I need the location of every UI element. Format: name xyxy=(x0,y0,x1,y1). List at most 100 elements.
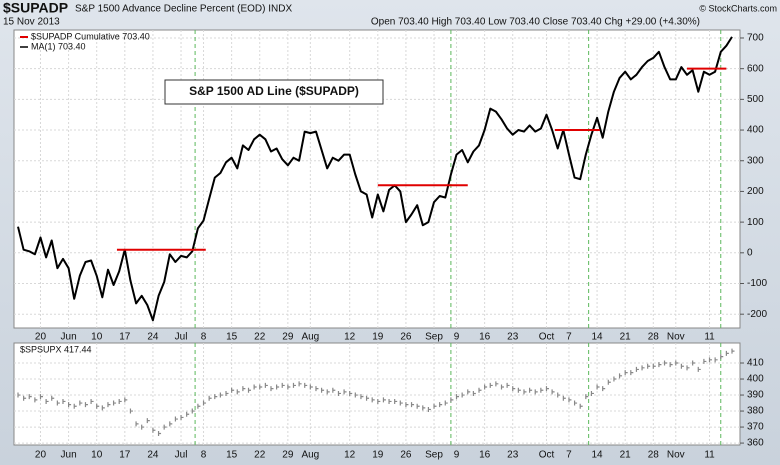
x-tick-label: 14 xyxy=(592,332,604,343)
price-bar xyxy=(641,365,645,371)
price-bar xyxy=(34,397,38,403)
price-bar xyxy=(540,387,544,393)
price-bar xyxy=(405,402,409,408)
price-bar xyxy=(422,405,426,411)
price-bar xyxy=(523,389,527,395)
x-tick-label: 20 xyxy=(35,450,47,461)
price-bar xyxy=(73,403,77,409)
x-tick-label: 17 xyxy=(119,332,131,343)
x-tick-label: 26 xyxy=(400,332,412,343)
x-tick-label: 20 xyxy=(35,332,47,343)
price-bar xyxy=(236,389,240,395)
x-tick-label: 19 xyxy=(372,450,384,461)
price-bar xyxy=(349,390,353,396)
y-tick-label: 400 xyxy=(747,374,764,385)
price-bar xyxy=(416,403,420,409)
price-bar xyxy=(219,392,223,398)
price-bar xyxy=(551,389,555,395)
x-tick-label: 10 xyxy=(91,450,103,461)
x-tick-label: 23 xyxy=(507,332,519,343)
price-bar xyxy=(703,358,707,364)
x-tick-label: Aug xyxy=(301,450,319,461)
price-bar xyxy=(517,387,521,393)
x-tick-label: 21 xyxy=(620,450,632,461)
price-bar xyxy=(276,384,280,390)
x-tick-label: 19 xyxy=(372,332,384,343)
panel-label: $SPSUPX 417.44 xyxy=(20,344,92,354)
price-bar xyxy=(270,386,274,392)
price-bar xyxy=(281,382,285,388)
price-bar xyxy=(304,382,308,388)
price-bar xyxy=(562,395,566,401)
price-bar xyxy=(371,397,375,403)
price-bar xyxy=(186,411,190,417)
x-tick-label: 23 xyxy=(507,450,519,461)
price-bar xyxy=(697,366,701,372)
price-bar xyxy=(135,421,139,427)
price-bar xyxy=(675,360,679,366)
price-bar xyxy=(225,390,229,396)
price-bar xyxy=(17,392,21,398)
x-tick-label: 10 xyxy=(91,332,103,343)
price-bar xyxy=(484,384,488,390)
x-tick-label: 9 xyxy=(454,332,460,343)
price-bar xyxy=(343,389,347,395)
price-bar xyxy=(506,382,510,388)
x-tick-label: 15 xyxy=(226,332,238,343)
price-bar xyxy=(315,386,319,392)
price-bar xyxy=(326,389,330,395)
x-tick-label: 12 xyxy=(344,450,356,461)
price-bar xyxy=(394,398,398,404)
y-tick-label: 360 xyxy=(747,438,764,449)
x-tick-label: Jun xyxy=(61,332,77,343)
price-bar xyxy=(129,408,133,414)
price-bar xyxy=(557,392,561,398)
price-bar xyxy=(720,354,724,360)
x-tick-label: Jul xyxy=(175,332,188,343)
x-tick-label: 28 xyxy=(648,450,660,461)
x-tick-label: Jun xyxy=(61,450,77,461)
price-bar xyxy=(231,387,235,393)
price-bar xyxy=(45,398,49,404)
x-tick-label: 24 xyxy=(147,332,159,343)
price-bar xyxy=(568,397,572,403)
price-bar xyxy=(534,389,538,395)
x-tick-label: 11 xyxy=(704,450,715,461)
price-bar xyxy=(450,397,454,403)
x-tick-label: 28 xyxy=(648,332,660,343)
y-tick-label: -100 xyxy=(747,278,767,289)
price-bar xyxy=(410,402,415,408)
price-bar xyxy=(309,384,313,390)
price-bar xyxy=(680,363,684,369)
y-tick-label: 400 xyxy=(747,125,764,136)
price-bar xyxy=(692,360,696,366)
price-bar xyxy=(152,427,156,433)
x-tick-label: Nov xyxy=(667,450,685,461)
price-bar xyxy=(84,402,88,408)
x-tick-label: Sep xyxy=(425,450,443,461)
price-bar xyxy=(90,398,94,404)
price-bar xyxy=(596,384,600,390)
x-tick-label: 14 xyxy=(592,450,604,461)
price-bar xyxy=(320,387,325,393)
quote: Open 703.40 High 703.40 Low 703.40 Close… xyxy=(371,17,700,28)
price-bar xyxy=(613,376,617,382)
price-bar xyxy=(377,398,381,404)
price-bar xyxy=(79,400,83,406)
price-bar xyxy=(112,400,117,406)
price-bar xyxy=(197,403,201,409)
price-bar xyxy=(298,381,302,387)
price-bar xyxy=(264,382,268,388)
price-bar xyxy=(174,416,178,422)
x-tick-label: Oct xyxy=(539,450,555,461)
x-tick-label: 21 xyxy=(620,332,632,343)
price-bar xyxy=(478,387,482,393)
price-bar xyxy=(242,386,246,392)
price-bar xyxy=(585,394,589,400)
y-tick-label: 500 xyxy=(747,94,764,105)
price-bar xyxy=(118,398,122,404)
x-tick-label: 24 xyxy=(147,450,159,461)
y-tick-label: 380 xyxy=(747,406,764,417)
x-tick-label: Oct xyxy=(539,332,555,343)
